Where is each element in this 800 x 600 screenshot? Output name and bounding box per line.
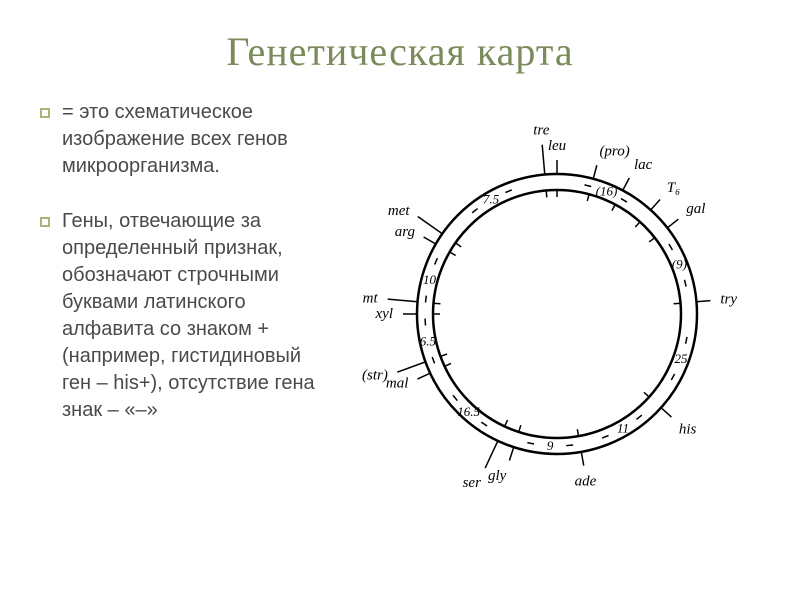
slide-container: Генетическая карта = это схематическое и… (0, 0, 800, 600)
gene-label: lac (634, 157, 653, 173)
gene-label: T₆ (667, 180, 681, 196)
gene-label: leu (548, 138, 566, 154)
page-title: Генетическая карта (40, 28, 760, 75)
gene-label: (pro) (599, 144, 629, 160)
gene-label: his (679, 422, 697, 438)
distance-label: 7.5 (483, 192, 500, 207)
distance-label: 10 (423, 272, 437, 287)
gene-label: ser (463, 475, 481, 491)
distance-label: (16) (596, 184, 618, 199)
gene-label: tre (533, 123, 549, 139)
text-column: = это схематическое изображение всех ген… (40, 99, 330, 452)
gene-label: (str) (362, 368, 388, 384)
gene-label: gly (488, 468, 507, 484)
distance-label: (9) (672, 257, 687, 272)
gene-label: mal (386, 375, 409, 391)
bullet-item: Гены, отвечающие за определенный признак… (40, 208, 330, 424)
distance-label: 11 (617, 420, 629, 435)
distance-label: 16.5 (457, 404, 480, 419)
bullet-item: = это схематическое изображение всех ген… (40, 99, 330, 180)
gene-label: try (720, 292, 737, 308)
bullet-marker-icon (40, 108, 50, 118)
gene-label: mt (363, 290, 379, 306)
distance-label: 9 (547, 438, 554, 453)
content-row: = это схематическое изображение всех ген… (40, 99, 760, 529)
bullet-marker-icon (40, 217, 50, 227)
gene-label: met (388, 203, 410, 219)
gene-label: gal (686, 201, 705, 217)
gene-label: xyl (375, 306, 393, 322)
distance-label: 6.5 (420, 333, 437, 348)
gene-label: arg (395, 224, 416, 240)
bullet-text: Гены, отвечающие за определенный признак… (62, 208, 330, 424)
gene-label: ade (575, 474, 597, 490)
bullet-text: = это схематическое изображение всех ген… (62, 99, 330, 180)
diagram-column: leutre (pro) lac T₆ gal try his ade glyser mal(st… (342, 99, 772, 529)
distance-label: 25 (675, 351, 689, 366)
genetic-map-diagram: leutre (pro) lac T₆ gal try his ade glyser mal(st… (342, 99, 772, 529)
